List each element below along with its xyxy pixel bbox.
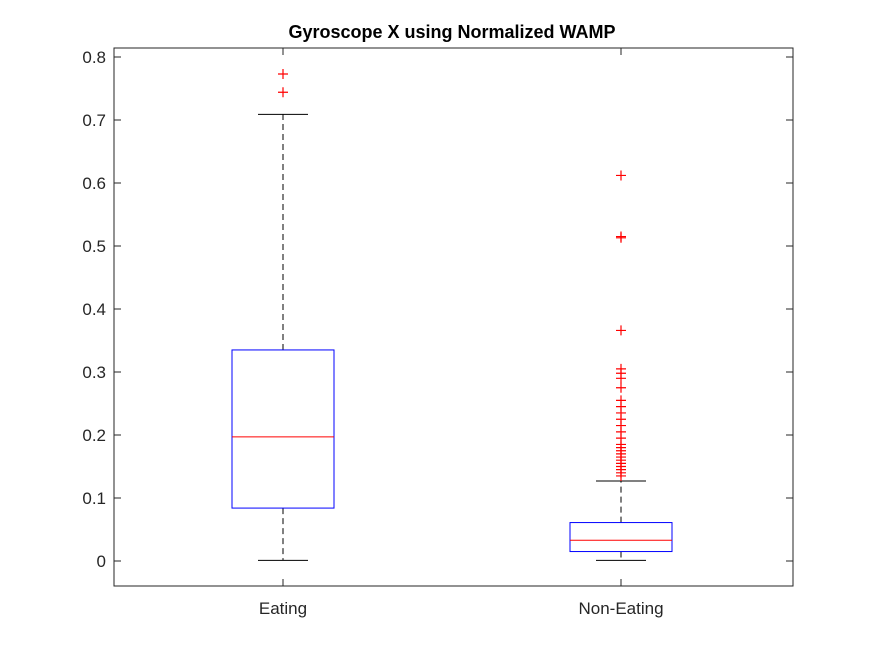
y-tick-label: 0.3 — [82, 363, 106, 382]
y-tick-label: 0.6 — [82, 174, 106, 193]
y-axis: 0 0.1 0.2 0.3 0.4 0.5 0.6 0.7 0.8 — [82, 48, 793, 571]
chart-title: Gyroscope X using Normalized WAMP — [288, 22, 615, 42]
box — [569, 522, 673, 553]
y-tick-label: 0.1 — [82, 489, 106, 508]
outlier-marker — [278, 69, 288, 80]
box-group — [231, 69, 335, 561]
outlier-marker — [616, 363, 626, 374]
y-tick-label: 0.7 — [82, 111, 106, 130]
x-tick-label: Eating — [259, 599, 307, 618]
boxes-layer — [231, 69, 673, 561]
y-tick-label: 0.8 — [82, 48, 106, 67]
outlier-marker — [616, 325, 626, 336]
y-tick-label: 0 — [97, 552, 106, 571]
outlier-marker — [616, 382, 626, 393]
outlier-marker — [278, 87, 288, 98]
x-axis: Eating Non-Eating — [259, 48, 664, 618]
box-group — [569, 170, 673, 561]
outlier-marker — [616, 231, 626, 242]
y-tick-label: 0.5 — [82, 237, 106, 256]
plot-area — [113, 47, 794, 587]
box — [231, 349, 335, 509]
x-tick-label: Non-Eating — [578, 599, 663, 618]
outlier-marker — [616, 170, 626, 181]
y-tick-label: 0.2 — [82, 426, 106, 445]
y-tick-label: 0.4 — [82, 300, 106, 319]
outlier-marker — [616, 395, 626, 406]
